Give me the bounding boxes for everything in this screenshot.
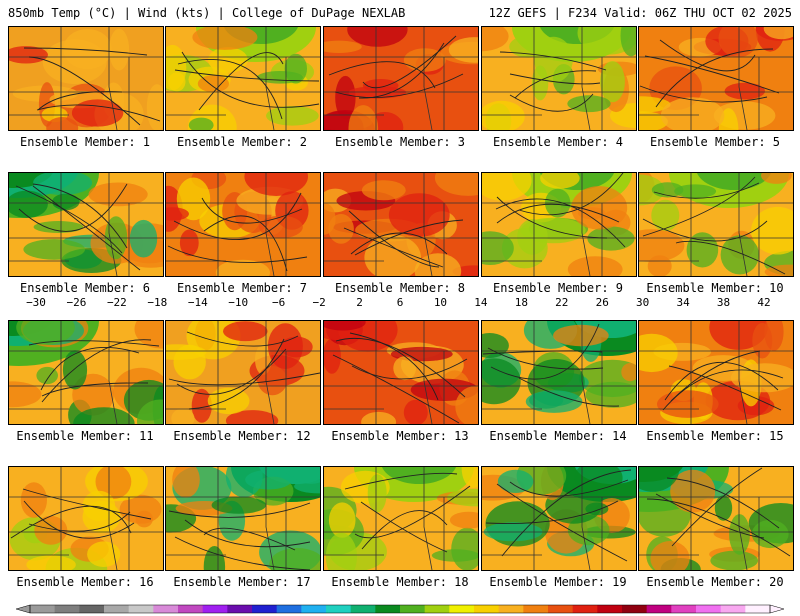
ensemble-panel	[638, 320, 794, 425]
colorbar-swatch	[202, 605, 228, 613]
colorbar-swatch	[276, 605, 302, 613]
ensemble-member-label: Ensemble Member: 1	[19, 135, 151, 149]
colorbar-swatch	[104, 605, 130, 613]
ensemble-panel	[481, 320, 637, 425]
ensemble-panel	[481, 172, 637, 277]
colorbar-tick-label: 34	[676, 296, 690, 309]
ensemble-panel	[481, 466, 637, 571]
colorbar-tick-label: 42	[757, 296, 771, 309]
ensemble-member-label: Ensemble Member: 11	[16, 429, 154, 443]
ensemble-panel	[638, 466, 794, 571]
colorbar-swatch	[646, 605, 672, 613]
ensemble-member-label: Ensemble Member: 3	[334, 135, 466, 149]
colorbar-swatch	[572, 605, 598, 613]
colorbar-tick-label: 22	[555, 296, 569, 309]
colorbar-swatch	[227, 605, 253, 613]
ensemble-panel	[165, 320, 321, 425]
colorbar-swatch	[523, 605, 549, 613]
colorbar-swatch	[424, 605, 450, 613]
colorbar-swatch	[720, 605, 746, 613]
model-valid-time: 12Z GEFS | F234 Valid: 06Z THU OCT 02 20…	[488, 6, 792, 20]
ensemble-panel	[323, 320, 479, 425]
ensemble-panel	[323, 466, 479, 571]
map-title: 850mb Temp (°C) | Wind (kts) | College o…	[8, 6, 406, 20]
ensemble-panel	[165, 26, 321, 131]
ensemble-panel	[323, 172, 479, 277]
ensemble-panel	[638, 26, 794, 131]
colorbar-tick-label: −14	[187, 296, 208, 309]
colorbar-swatch	[178, 605, 204, 613]
ensemble-panel	[8, 172, 164, 277]
colorbar-tick-label: 10	[433, 296, 448, 309]
colorbar-swatch	[597, 605, 623, 613]
colorbar-swatch	[301, 605, 327, 613]
colorbar-tick-label: −2	[312, 296, 326, 309]
colorbar-tick-label: 30	[636, 296, 650, 309]
ensemble-panel	[8, 26, 164, 131]
ensemble-member-label: Ensemble Member: 14	[489, 429, 627, 443]
ensemble-member-label: Ensemble Member: 5	[649, 135, 781, 149]
ensemble-panel	[165, 172, 321, 277]
colorbar-swatch	[30, 605, 56, 613]
ensemble-member-label: Ensemble Member: 9	[492, 281, 624, 295]
colorbar-tick-label: 2	[356, 296, 363, 309]
ensemble-member-label: Ensemble Member: 13	[331, 429, 469, 443]
colorbar-tick-label: −18	[147, 296, 168, 309]
colorbar-swatch	[79, 605, 105, 613]
ensemble-member-label: Ensemble Member: 20	[646, 575, 784, 589]
ensemble-member-label: Ensemble Member: 10	[646, 281, 784, 295]
ensemble-panel	[323, 26, 479, 131]
temperature-colorbar: −30 −26 −22 −18 −14 −10 −6 −2 2 6 10 14 18 22 26 30 34 38…	[0, 296, 800, 614]
colorbar-swatch	[153, 605, 179, 613]
ensemble-panel	[481, 26, 637, 131]
ensemble-member-label: Ensemble Member: 19	[489, 575, 627, 589]
colorbar-swatch	[128, 605, 154, 613]
colorbar-swatch	[696, 605, 722, 613]
colorbar-tick-label: −26	[66, 296, 87, 309]
colorbar-tick-label: 6	[396, 296, 404, 309]
colorbar-swatch	[548, 605, 574, 613]
ensemble-member-label: Ensemble Member: 6	[19, 281, 151, 295]
colorbar-swatch	[326, 605, 352, 613]
colorbar-swatch	[54, 605, 80, 613]
ensemble-member-label: Ensemble Member: 18	[331, 575, 469, 589]
ensemble-member-label: Ensemble Member: 4	[492, 135, 624, 149]
ensemble-member-label: Ensemble Member: 16	[16, 575, 154, 589]
ensemble-member-label: Ensemble Member: 2	[176, 135, 308, 149]
colorbar-tick-label: 38	[716, 296, 731, 309]
colorbar-swatch	[350, 605, 376, 613]
colorbar-tick-label: 26	[595, 296, 609, 309]
colorbar-tick-label: 14	[474, 296, 488, 309]
ensemble-member-label: Ensemble Member: 17	[173, 575, 311, 589]
colorbar-swatch	[474, 605, 500, 613]
ensemble-panel	[638, 172, 794, 277]
colorbar-swatch	[622, 605, 648, 613]
ensemble-panel	[165, 466, 321, 571]
colorbar-swatch	[449, 605, 475, 613]
colorbar-tick-label: −22	[106, 296, 127, 309]
colorbar-swatch	[745, 605, 771, 613]
ensemble-member-label: Ensemble Member: 8	[334, 281, 466, 295]
colorbar-tick-label: −30	[26, 296, 46, 309]
ensemble-panel	[8, 320, 164, 425]
colorbar-tick-label: 18	[514, 296, 528, 309]
colorbar-swatch	[252, 605, 278, 613]
colorbar-tick-label: −6	[272, 296, 286, 309]
colorbar-swatch	[375, 605, 401, 613]
ensemble-panel	[8, 466, 164, 571]
ensemble-member-label: Ensemble Member: 15	[646, 429, 784, 443]
colorbar-swatch	[498, 605, 524, 613]
colorbar-swatch	[400, 605, 426, 613]
ensemble-member-label: Ensemble Member: 12	[173, 429, 311, 443]
colorbar-swatch	[671, 605, 697, 613]
ensemble-member-label: Ensemble Member: 7	[176, 281, 308, 295]
colorbar-swatches	[15, 604, 785, 614]
colorbar-tick-label: −10	[228, 296, 249, 309]
